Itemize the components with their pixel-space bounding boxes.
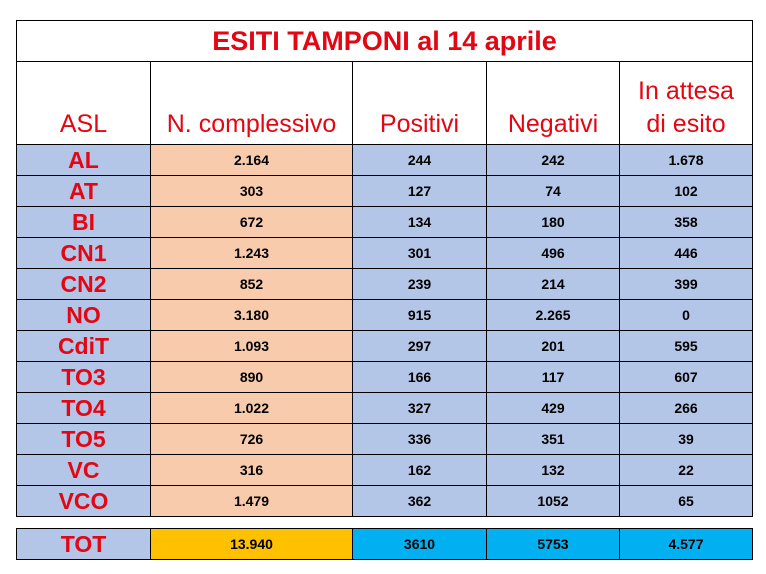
cell-complessivo: 303 xyxy=(150,175,353,207)
table-row: CN2 852 239 214 399 xyxy=(16,268,753,300)
cell-asl: AL xyxy=(16,144,151,176)
table-row: CN1 1.243 301 496 446 xyxy=(16,237,753,269)
total-asl: TOT xyxy=(16,528,151,560)
total-negativi: 5753 xyxy=(486,528,620,560)
cell-asl: TO3 xyxy=(16,361,151,393)
cell-positivi: 297 xyxy=(352,330,487,362)
cell-negativi: 2.265 xyxy=(486,299,620,331)
cell-in-attesa: 399 xyxy=(619,268,753,300)
cell-complessivo: 852 xyxy=(150,268,353,300)
table-row: TO5 726 336 351 39 xyxy=(16,423,753,455)
cell-negativi: 429 xyxy=(486,392,620,424)
cell-positivi: 362 xyxy=(352,485,487,517)
table-row: VCO 1.479 362 1052 65 xyxy=(16,485,753,517)
cell-complessivo: 1.243 xyxy=(150,237,353,269)
cell-asl: VCO xyxy=(16,485,151,517)
cell-positivi: 134 xyxy=(352,206,487,238)
table-title: ESITI TAMPONI al 14 aprile xyxy=(16,20,753,62)
cell-complessivo: 672 xyxy=(150,206,353,238)
column-header-asl: ASL xyxy=(16,61,151,145)
cell-in-attesa: 446 xyxy=(619,237,753,269)
cell-positivi: 915 xyxy=(352,299,487,331)
cell-in-attesa: 358 xyxy=(619,206,753,238)
cell-in-attesa: 595 xyxy=(619,330,753,362)
results-table: ESITI TAMPONI al 14 aprile ASL N. comples… xyxy=(16,20,753,517)
cell-in-attesa: 266 xyxy=(619,392,753,424)
cell-negativi: 74 xyxy=(486,175,620,207)
cell-complessivo: 890 xyxy=(150,361,353,393)
table-row: AL 2.164 244 242 1.678 xyxy=(16,144,753,176)
cell-asl: BI xyxy=(16,206,151,238)
table-row: TO4 1.022 327 429 266 xyxy=(16,392,753,424)
cell-negativi: 117 xyxy=(486,361,620,393)
cell-negativi: 180 xyxy=(486,206,620,238)
cell-negativi: 242 xyxy=(486,144,620,176)
table-row: NO 3.180 915 2.265 0 xyxy=(16,299,753,331)
cell-in-attesa: 102 xyxy=(619,175,753,207)
cell-positivi: 239 xyxy=(352,268,487,300)
cell-complessivo: 1.093 xyxy=(150,330,353,362)
cell-complessivo: 1.022 xyxy=(150,392,353,424)
cell-positivi: 336 xyxy=(352,423,487,455)
total-complessivo: 13.940 xyxy=(150,528,353,560)
cell-in-attesa: 0 xyxy=(619,299,753,331)
column-header-complessivo: N. complessivo xyxy=(150,61,353,145)
table-row: CdiT 1.093 297 201 595 xyxy=(16,330,753,362)
total-in-attesa: 4.577 xyxy=(619,528,753,560)
cell-asl: VC xyxy=(16,454,151,486)
cell-negativi: 214 xyxy=(486,268,620,300)
table-row: VC 316 162 132 22 xyxy=(16,454,753,486)
cell-complessivo: 3.180 xyxy=(150,299,353,331)
cell-negativi: 496 xyxy=(486,237,620,269)
cell-complessivo: 726 xyxy=(150,423,353,455)
cell-asl: CN1 xyxy=(16,237,151,269)
cell-in-attesa: 65 xyxy=(619,485,753,517)
cell-positivi: 162 xyxy=(352,454,487,486)
cell-complessivo: 1.479 xyxy=(150,485,353,517)
cell-in-attesa: 1.678 xyxy=(619,144,753,176)
cell-asl: CN2 xyxy=(16,268,151,300)
total-table: TOT 13.940 3610 5753 4.577 xyxy=(16,528,753,560)
cell-positivi: 301 xyxy=(352,237,487,269)
cell-negativi: 132 xyxy=(486,454,620,486)
cell-asl: TO4 xyxy=(16,392,151,424)
cell-asl: CdiT xyxy=(16,330,151,362)
column-header-in-attesa: In attesa di esito xyxy=(619,61,753,145)
cell-negativi: 1052 xyxy=(486,485,620,517)
total-positivi: 3610 xyxy=(352,528,487,560)
cell-asl: TO5 xyxy=(16,423,151,455)
table-row: AT 303 127 74 102 xyxy=(16,175,753,207)
cell-complessivo: 316 xyxy=(150,454,353,486)
total-row: TOT 13.940 3610 5753 4.577 xyxy=(16,528,753,560)
cell-asl: AT xyxy=(16,175,151,207)
cell-positivi: 166 xyxy=(352,361,487,393)
cell-complessivo: 2.164 xyxy=(150,144,353,176)
cell-in-attesa: 39 xyxy=(619,423,753,455)
cell-asl: NO xyxy=(16,299,151,331)
cell-negativi: 201 xyxy=(486,330,620,362)
cell-negativi: 351 xyxy=(486,423,620,455)
table-row: TO3 890 166 117 607 xyxy=(16,361,753,393)
cell-in-attesa: 607 xyxy=(619,361,753,393)
cell-in-attesa: 22 xyxy=(619,454,753,486)
column-header-positivi: Positivi xyxy=(352,61,487,145)
cell-positivi: 127 xyxy=(352,175,487,207)
cell-positivi: 244 xyxy=(352,144,487,176)
table-row: BI 672 134 180 358 xyxy=(16,206,753,238)
column-header-negativi: Negativi xyxy=(486,61,620,145)
cell-positivi: 327 xyxy=(352,392,487,424)
